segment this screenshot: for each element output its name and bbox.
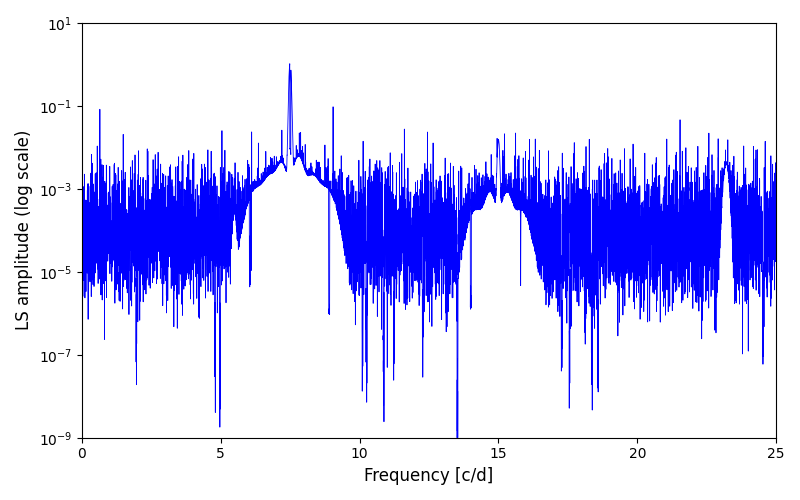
X-axis label: Frequency [c/d]: Frequency [c/d] [364,467,494,485]
Y-axis label: LS amplitude (log scale): LS amplitude (log scale) [15,130,33,330]
